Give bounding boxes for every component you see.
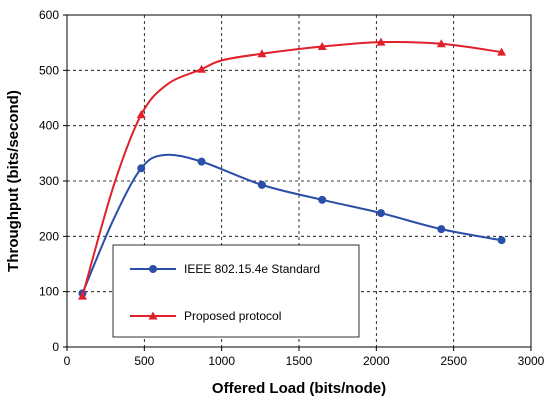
axis-ticks: 0 500 1000 1500 2000 2500 3000 0 100 200 300 400 500… bbox=[39, 8, 545, 368]
x-tick-label: 0 bbox=[64, 354, 71, 368]
series-line bbox=[81, 40, 502, 297]
data-point bbox=[376, 37, 386, 46]
x-tick-label: 1500 bbox=[286, 354, 313, 368]
data-point bbox=[136, 110, 146, 119]
series-ieee-802-15-4e bbox=[78, 153, 506, 298]
data-point bbox=[318, 195, 327, 204]
data-point bbox=[77, 291, 87, 300]
data-point bbox=[197, 64, 207, 73]
y-tick-label: 0 bbox=[52, 340, 59, 354]
x-tick-label: 2000 bbox=[363, 354, 390, 368]
y-axis-label: Throughput (bits/second) bbox=[5, 90, 22, 272]
x-axis-label: Offered Load (bits/node) bbox=[212, 380, 386, 397]
data-point bbox=[436, 39, 446, 48]
data-point bbox=[497, 47, 507, 56]
y-tick-label: 600 bbox=[39, 8, 59, 22]
x-tick-label: 2500 bbox=[440, 354, 467, 368]
data-point bbox=[317, 42, 327, 51]
data-point bbox=[197, 157, 206, 166]
data-point bbox=[257, 180, 266, 189]
legend-label-ieee: IEEE 802.15.4e Standard bbox=[184, 262, 320, 276]
x-tick-label: 3000 bbox=[518, 354, 545, 368]
y-tick-label: 200 bbox=[39, 229, 59, 243]
legend-marker-proposed bbox=[148, 311, 158, 320]
x-tick-label: 500 bbox=[134, 354, 154, 368]
series-line bbox=[81, 153, 502, 294]
y-tick-label: 300 bbox=[39, 174, 59, 188]
data-point bbox=[437, 225, 446, 234]
data-point bbox=[497, 236, 506, 245]
x-tick-label: 1000 bbox=[208, 354, 235, 368]
series-proposed-protocol bbox=[77, 37, 507, 300]
legend-box bbox=[112, 244, 360, 338]
data-point bbox=[376, 209, 385, 218]
data-point bbox=[257, 49, 267, 58]
series-layer bbox=[77, 37, 507, 300]
legend-label-proposed: Proposed protocol bbox=[184, 309, 281, 323]
y-tick-label: 400 bbox=[39, 119, 59, 133]
y-tick-label: 100 bbox=[39, 285, 59, 299]
y-tick-label: 500 bbox=[39, 63, 59, 77]
legend-marker-ieee bbox=[149, 265, 157, 273]
data-point bbox=[137, 164, 146, 173]
legend: IEEE 802.15.4e Standard Proposed protoco… bbox=[112, 244, 360, 338]
